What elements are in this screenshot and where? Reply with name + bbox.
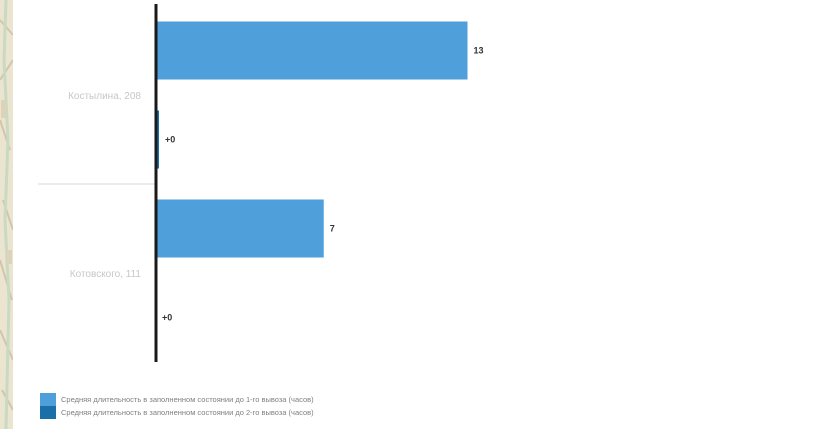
data-label: +0 [162, 313, 172, 323]
value-labels: 13 +0 7 +0 [162, 46, 484, 323]
legend-swatch [40, 393, 56, 406]
data-label: 7 [330, 224, 335, 234]
legend-swatch [40, 406, 56, 419]
data-label: +0 [165, 135, 175, 145]
category-labels: Костылина, 208 Котовского, 111 [68, 91, 141, 280]
legend-item: Средняя длительность в заполненном состо… [40, 393, 560, 406]
bar-series-1-0 [156, 21, 468, 80]
map-background-strip [0, 0, 13, 429]
data-label: 13 [474, 46, 484, 56]
category-label: Котовского, 111 [70, 269, 142, 280]
legend-label: Средняя длительность в заполненном состо… [61, 408, 314, 417]
legend-item: Средняя длительность в заполненном состо… [40, 406, 560, 419]
legend-label: Средняя длительность в заполненном состо… [61, 395, 314, 404]
category-label: Костылина, 208 [68, 91, 141, 102]
bar-series-1-1 [156, 199, 324, 258]
bar-group [156, 21, 468, 258]
legend: Средняя длительность в заполненном состо… [40, 393, 560, 419]
map-strip-graphic [0, 0, 13, 429]
